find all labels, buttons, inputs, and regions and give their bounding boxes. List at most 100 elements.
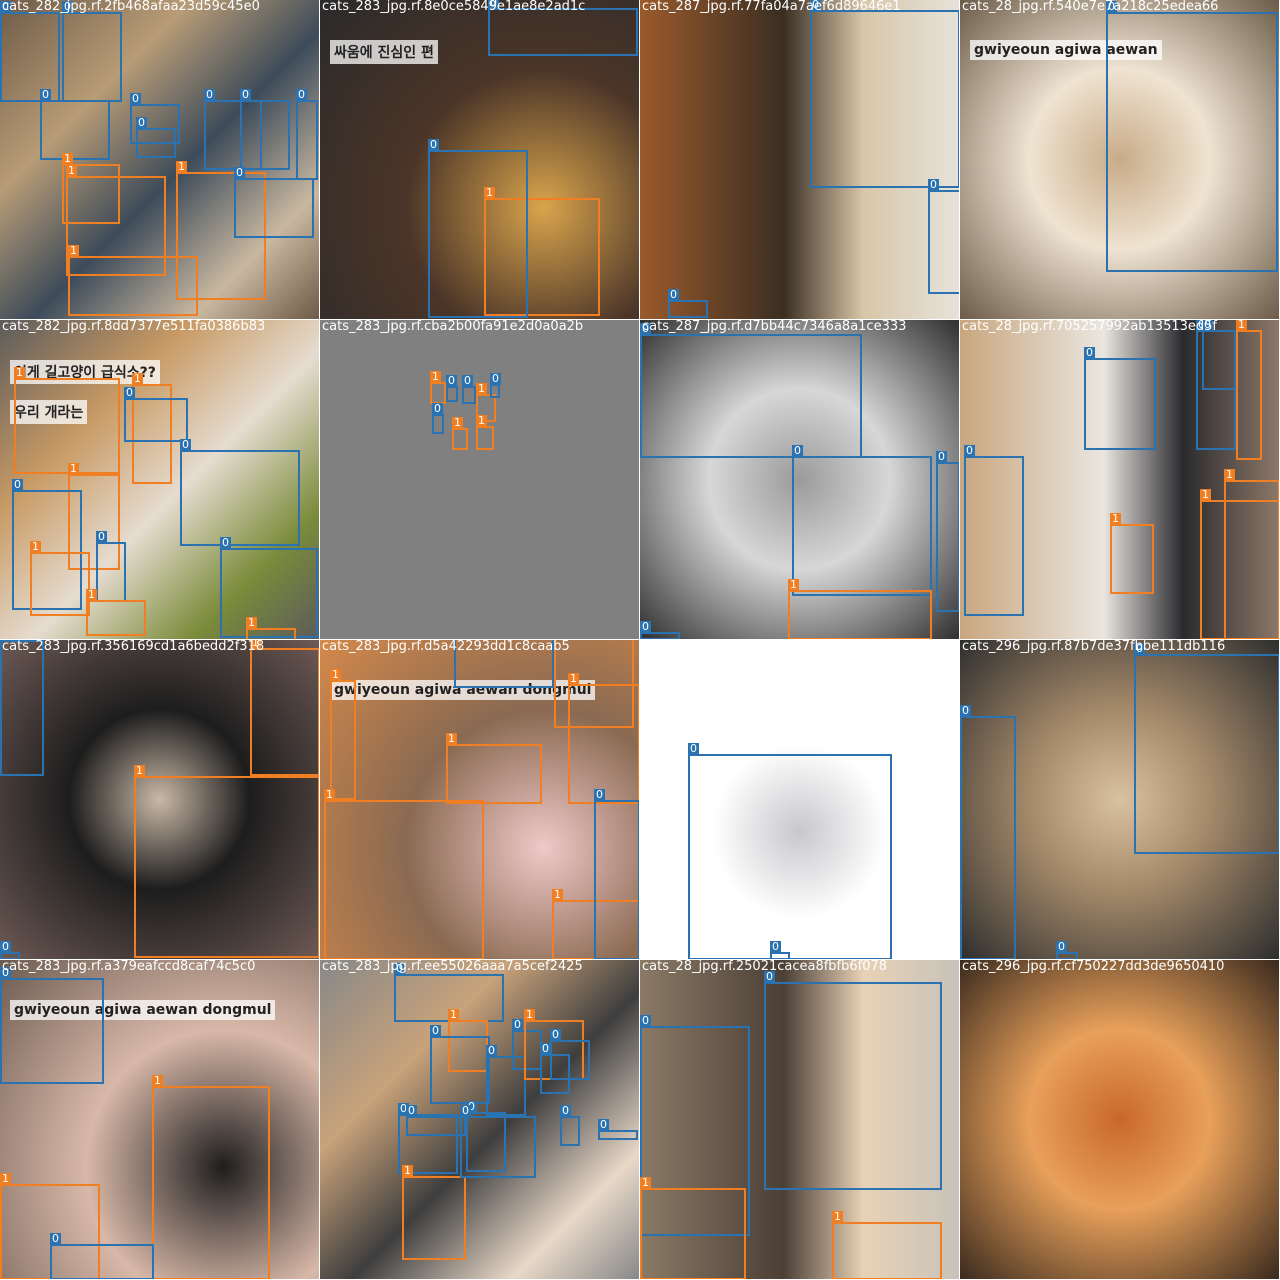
bounding-box-label: 0 (928, 178, 939, 191)
bounding-box-label: 1 (66, 164, 77, 177)
bounding-box-label: 0 (124, 386, 135, 399)
bounding-box-label: 0 (394, 962, 405, 975)
bounding-box-label: 0 (810, 0, 821, 11)
bounding-box-label: 1 (448, 1008, 459, 1021)
bounding-box-label: 0 (96, 530, 107, 543)
bounding-box-label: 0 (0, 940, 11, 953)
bounding-box-label: 0 (594, 788, 605, 801)
image-overlay-text: 싸움에 진심인 편 (330, 40, 438, 64)
bounding-box-label: 0 (0, 966, 11, 979)
image-tile: cats_287_jpg.rf.d7bb44c7346a8a1ce333 0 0 0 1… (640, 320, 959, 639)
tile-filename: cats_28_jpg.rf.705257992ab13513ed5f (962, 320, 1217, 334)
bounding-box-class-1: 1 (62, 153, 120, 224)
bounding-box-class-0: 0 (454, 640, 554, 688)
bounding-box-label: 0 (50, 1232, 61, 1245)
bounding-box-class-0: 0 (0, 967, 104, 1084)
bounding-box-label: 1 (330, 668, 341, 681)
bounding-box-label: 1 (568, 672, 579, 685)
tile-photo (960, 960, 1279, 1279)
bounding-box-class-0: 0 (668, 289, 708, 318)
bounding-box-label: 0 (240, 88, 251, 101)
bounding-box-class-0: 0 (688, 743, 892, 959)
bounding-box-label: 0 (428, 138, 439, 151)
image-tile: cats_287_jpg.rf.de87449f4f9ee17c00ec 0 0 (640, 640, 959, 959)
bounding-box-label: 1 (250, 640, 261, 649)
bounding-box-class-0: 0 (0, 640, 44, 776)
bounding-box-label: 0 (398, 1102, 409, 1115)
bounding-box-label: 0 (488, 0, 499, 9)
tile-filename: cats_287_jpg.rf.d7bb44c7346a8a1ce333 (642, 320, 907, 334)
bounding-box-class-1: 1 (86, 589, 146, 636)
bounding-box-label: 0 (640, 322, 651, 335)
tile-filename: cats_282_jpg.rf.2fb468afaa23d59c45e0 (2, 0, 260, 14)
bounding-box-class-0: 0 (640, 621, 680, 639)
bounding-box-label: 1 (430, 370, 441, 383)
bounding-box-class-1: 1 (30, 541, 90, 616)
bounding-box-label: 0 (770, 940, 781, 953)
bounding-box-label: 0 (460, 1104, 471, 1117)
bounding-box-class-0: 0 (964, 445, 1024, 616)
bounding-box-class-0: 0 (96, 531, 126, 602)
image-tile: cats_283_jpg.rf.ee55026aaa7a5cef2425 0 1 0 0… (320, 960, 639, 1279)
image-tile: cats_296_jpg.rf.87b7de37fbbe111db116 0 0 0 (960, 640, 1279, 959)
bounding-box-class-0: 0 (928, 179, 959, 294)
tile-filename: cats_283_jpg.rf.d5a42293dd1c8caab5 (322, 640, 570, 654)
bounding-box-class-0: 0 (1106, 1, 1278, 272)
image-tile: cats_283_jpg.rf.356169cd1a6bedd2f3180101 (0, 640, 319, 959)
bounding-box-label: 0 (130, 92, 141, 105)
bounding-box-label: 1 (402, 1164, 413, 1177)
bounding-box-label: 1 (30, 540, 41, 553)
image-tile: cats_283_jpg.rf.a379eafccd8caf74c5c0 0 1 1 0… (0, 960, 319, 1279)
bounding-box-class-1: 1 (832, 1211, 942, 1279)
bounding-box-class-0: 0 (594, 789, 639, 959)
bounding-box-class-0: 0 (490, 373, 501, 398)
bounding-box-class-0: 0 (446, 375, 458, 402)
bounding-box-class-1: 1 (568, 673, 639, 804)
bounding-box-class-0: 0 (432, 403, 444, 434)
bounding-box-label: 0 (1056, 940, 1067, 953)
bounding-box-class-0: 0 (550, 1029, 590, 1080)
bounding-box-class-1: 1 (484, 187, 600, 316)
bounding-box-class-0: 0 (240, 89, 290, 170)
bounding-box-label: 0 (960, 704, 971, 717)
bounding-box-label: 1 (132, 372, 143, 385)
tile-filename: cats_283_jpg.rf.356169cd1a6bedd2f318 (2, 640, 265, 654)
bounding-box-label: 1 (68, 462, 79, 475)
bounding-box-label: 1 (62, 152, 73, 165)
bounding-box-class-0: 0 (428, 139, 528, 318)
bounding-box-class-0: 0 (0, 941, 20, 959)
bounding-box-label: 0 (668, 288, 679, 301)
tile-photo (960, 640, 1279, 959)
image-tile: cats_282_jpg.rf.2fb468afaa23d59c45e0 0 0 0 0… (0, 0, 319, 319)
image-tile: cats_283_jpg.rf.d5a42293dd1c8caab5011110… (320, 640, 639, 959)
bounding-box-class-1: 1 (1110, 513, 1154, 594)
bounding-box-class-0: 0 (62, 1, 122, 102)
bounding-box-label: 0 (136, 116, 147, 129)
tile-filename: cats_287_jpg.rf.de87449f4f9ee17c00ec (642, 640, 899, 654)
bounding-box-class-1: 1 (476, 415, 494, 450)
tile-photo (320, 960, 639, 1279)
bounding-box-label: 0 (964, 444, 975, 457)
bounding-box-label: 0 (640, 1014, 651, 1027)
bounding-box-class-0: 0 (770, 941, 790, 959)
bounding-box-label: 1 (484, 186, 495, 199)
tile-filename: cats_296_jpg.rf.87b7de37fbbe111db116 (962, 640, 1226, 654)
bounding-box-label: 1 (452, 416, 463, 429)
bounding-box-label: 0 (432, 402, 443, 415)
bounding-box-label: 1 (640, 1176, 651, 1189)
bounding-box-label: 1 (1224, 468, 1235, 481)
bounding-box-label: 1 (1236, 320, 1247, 331)
tile-filename: cats_28_jpg.rf.540e7e7a218c25edea66 (962, 0, 1219, 14)
bounding-box-class-1: 1 (430, 371, 446, 404)
tile-filename: cats_283_jpg.rf.a379eafccd8caf74c5c0 (2, 960, 256, 974)
tile-filename: cats_283_jpg.rf.8e0ce5849e1ae8e2ad1c (322, 0, 586, 14)
bounding-box-class-1: 1 (134, 765, 319, 958)
image-overlay-text: 우리 개라는 (10, 400, 88, 424)
bounding-box-label: 1 (832, 1210, 843, 1223)
bounding-box-label: 0 (512, 1018, 523, 1031)
bounding-box-class-1: 1 (246, 617, 296, 639)
bounding-box-class-1: 1 (66, 165, 166, 276)
bounding-box-class-0: 0 (488, 0, 638, 56)
bounding-box-class-1: 1 (788, 579, 932, 639)
